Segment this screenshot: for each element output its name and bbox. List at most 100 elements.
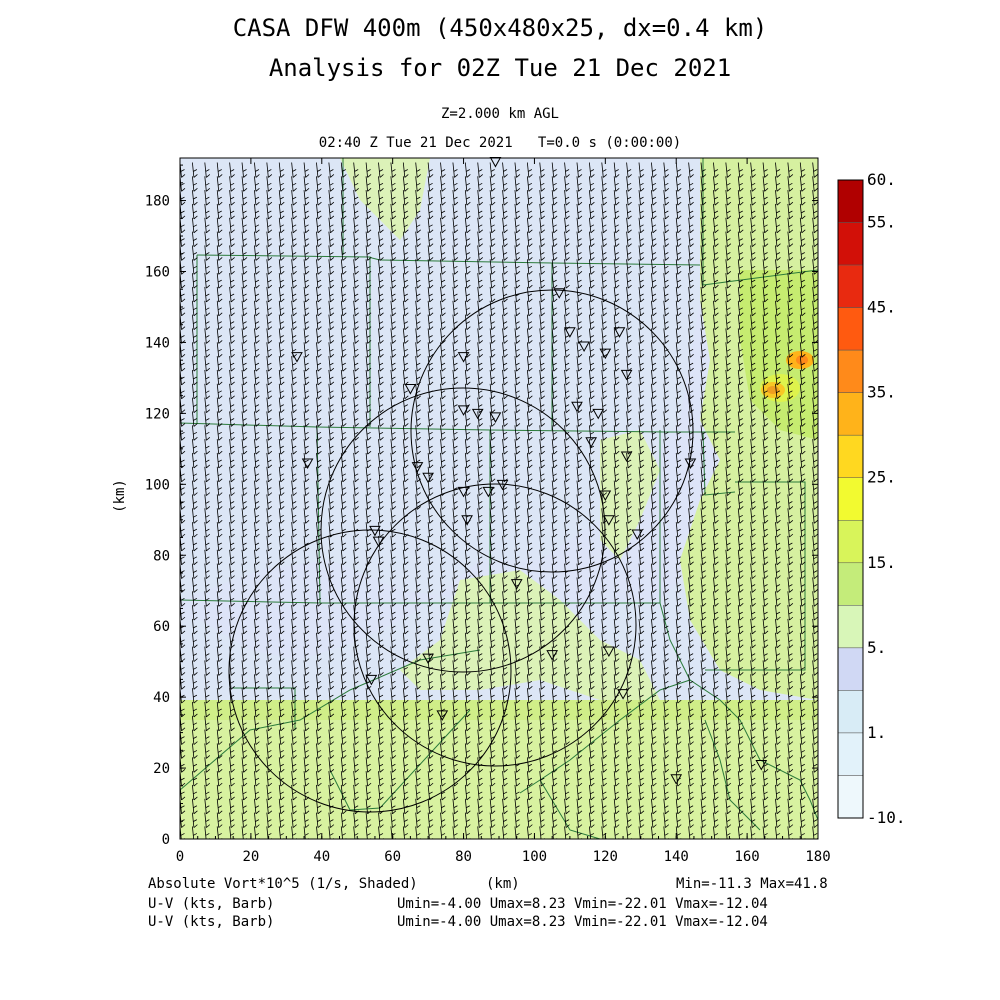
wind-barb — [390, 660, 397, 676]
wind-barb — [750, 397, 756, 413]
wind-barb — [254, 605, 260, 621]
wind-barb — [613, 798, 620, 815]
wind-barb — [415, 688, 421, 704]
wind-barb — [799, 273, 806, 289]
wind-barb — [700, 549, 707, 566]
wind-barb — [502, 383, 508, 400]
wind-barb — [812, 701, 818, 718]
wind-barb — [477, 715, 483, 732]
wind-barb — [576, 190, 583, 206]
wind-barb — [576, 646, 583, 662]
wind-barb — [378, 480, 384, 496]
wind-barb — [452, 508, 459, 524]
wind-barb — [266, 328, 273, 344]
wind-barb — [588, 190, 595, 206]
wind-barb — [799, 757, 806, 773]
wind-barb — [502, 162, 508, 178]
wind-barb — [675, 231, 682, 247]
wind-barb — [353, 577, 359, 593]
wind-barb — [613, 757, 620, 773]
wind-barb — [266, 784, 273, 801]
wind-barb — [638, 356, 645, 372]
wind-barb — [378, 342, 384, 358]
wind-barb — [551, 162, 558, 178]
wind-barb — [787, 176, 794, 192]
wind-barb — [737, 646, 744, 662]
wind-barb — [626, 757, 632, 773]
wind-barb — [551, 563, 558, 579]
wind-barb — [328, 356, 335, 372]
wind-barb — [688, 522, 694, 538]
wind-barb — [750, 328, 756, 344]
y-tick-label: 140 — [145, 335, 170, 351]
wind-barb — [502, 494, 508, 510]
wind-barb — [588, 328, 595, 344]
wind-barb — [378, 190, 384, 206]
wind-barb — [613, 660, 620, 676]
wind-barb — [663, 605, 670, 621]
wind-barb — [762, 591, 769, 607]
wind-barb — [415, 674, 421, 690]
wind-barb — [241, 480, 248, 496]
wind-barb — [737, 286, 744, 303]
wind-barb — [675, 176, 682, 192]
wind-barb — [750, 743, 756, 759]
wind-barb — [415, 383, 421, 400]
wind-barb — [799, 632, 806, 649]
wind-barb — [750, 369, 756, 386]
colorbar-label: 35. — [867, 383, 896, 402]
wind-barb — [378, 798, 384, 815]
wind-barb — [452, 314, 459, 330]
wind-barb — [514, 383, 521, 400]
wind-barb — [539, 563, 546, 579]
wind-barb — [316, 480, 322, 496]
wind-barb — [328, 784, 335, 801]
wind-barb — [812, 632, 818, 649]
wind-barb — [365, 439, 372, 455]
wind-barb — [489, 231, 496, 247]
wind-barb — [762, 715, 769, 732]
wind-barb — [812, 591, 818, 607]
wind-barb — [663, 660, 670, 676]
wind-barb — [626, 203, 632, 220]
wind-barb — [216, 577, 223, 593]
wind-barb — [477, 259, 483, 275]
wind-barb — [799, 190, 806, 206]
wind-barb — [229, 231, 235, 247]
wind-barb — [725, 314, 732, 330]
wind-barb — [551, 522, 558, 538]
wind-barb — [427, 190, 434, 206]
radar-station-marker — [599, 348, 612, 360]
wind-barb — [638, 466, 645, 483]
wind-barb — [216, 591, 223, 607]
wind-barb — [775, 245, 781, 261]
wind-barb — [638, 701, 645, 718]
wind-barb — [266, 369, 273, 386]
wind-barb — [799, 674, 806, 690]
wind-barb — [440, 522, 446, 538]
wind-barb — [564, 466, 570, 483]
wind-barb — [737, 577, 744, 593]
wind-barb — [303, 369, 310, 386]
wind-barb — [378, 757, 384, 773]
wind-barb — [440, 674, 446, 690]
wind-barb — [316, 522, 322, 538]
wind-barb — [316, 328, 322, 344]
wind-barb — [415, 660, 421, 676]
wind-barb — [762, 314, 769, 330]
colorbar-swatch — [837, 562, 864, 606]
wind-barb — [328, 674, 335, 690]
wind-barb — [464, 466, 471, 483]
wind-barb — [502, 369, 508, 386]
wind-barb — [564, 369, 570, 386]
wind-barb — [564, 273, 570, 289]
wind-barb — [378, 176, 384, 192]
wind-barb — [812, 715, 818, 732]
wind-barb — [241, 328, 248, 344]
wind-barb — [464, 743, 471, 759]
wind-barb — [464, 328, 471, 344]
wind-barb — [688, 757, 694, 773]
wind-barb — [576, 411, 583, 427]
wind-barb — [440, 231, 446, 247]
wind-barb — [601, 259, 608, 275]
